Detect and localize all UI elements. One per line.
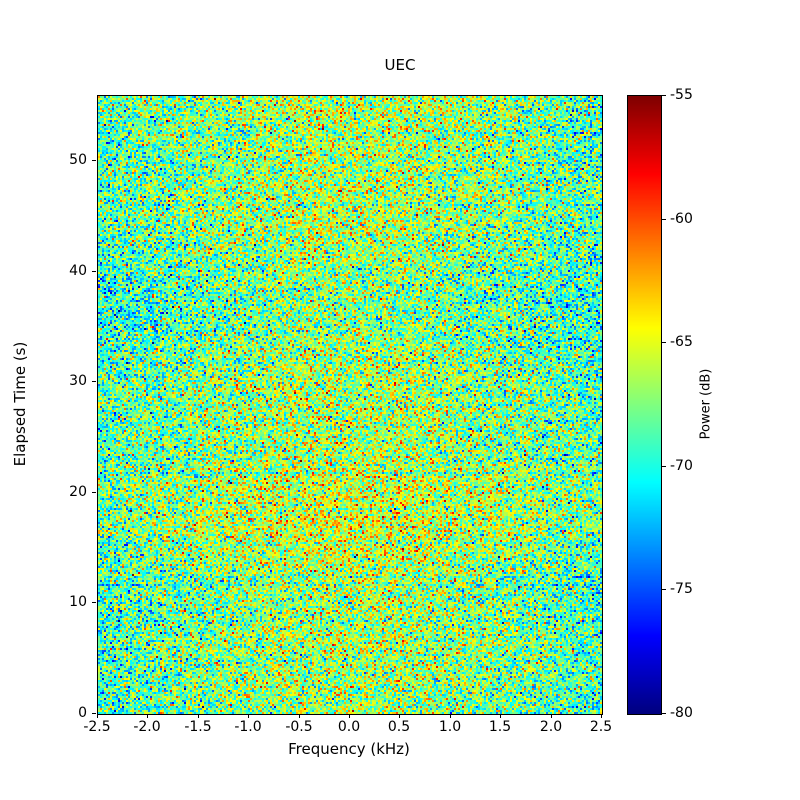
y-tick-label: 20 [69,484,87,500]
y-tick-label: 0 [78,705,87,721]
x-tick-mark [551,714,552,718]
y-tick-mark [92,492,96,493]
y-tick-label: 10 [69,594,87,610]
x-tick-label: -2.5 [83,719,111,735]
colorbar-tick-mark [662,95,666,96]
y-tick-mark [92,160,96,161]
x-tick-label: 1.0 [438,719,462,735]
x-tick-mark [500,714,501,718]
title-line-station: UEC [384,56,416,74]
x-tick-mark [399,714,400,718]
colorbar-tick-label: -80 [670,705,693,721]
x-tick-label: -2.0 [133,719,161,735]
x-tick-mark [450,714,451,718]
colorbar-tick-label: -70 [670,458,693,474]
x-tick-mark [198,714,199,718]
colorbar-tick-mark [662,342,666,343]
x-tick-label: 0.0 [337,719,361,735]
y-tick-mark [92,271,96,272]
x-tick-mark [97,714,98,718]
colorbar-label: Power (dB) [698,368,714,440]
x-tick-mark [349,714,350,718]
x-tick-label: 0.5 [387,719,411,735]
y-tick-mark [92,381,96,382]
x-tick-label: 2.5 [589,719,613,735]
colorbar-gradient [628,96,661,714]
colorbar-tick-label: -55 [670,87,693,103]
spectrogram-plot-area [97,95,603,715]
y-tick-mark [92,602,96,603]
x-axis-label: Frequency (kHz) [288,740,410,758]
y-axis-label: Elapsed Time (s) [11,341,29,467]
colorbar-tick-label: -60 [670,211,693,227]
y-tick-label: 50 [69,152,87,168]
x-tick-label: -1.5 [184,719,212,735]
x-tick-mark [248,714,249,718]
colorbar-tick-mark [662,466,666,467]
colorbar-tick-label: -75 [670,581,693,597]
x-tick-label: 2.0 [539,719,563,735]
colorbar-tick-mark [662,713,666,714]
x-tick-mark [299,714,300,718]
y-tick-label: 30 [69,373,87,389]
colorbar-tick-mark [662,219,666,220]
colorbar [627,95,662,715]
x-tick-label: 1.5 [488,719,512,735]
x-tick-mark [147,714,148,718]
colorbar-tick-label: -65 [670,334,693,350]
x-tick-label: -0.5 [285,719,313,735]
x-tick-mark [601,714,602,718]
spectrogram-heatmap [98,96,602,714]
y-tick-label: 40 [69,263,87,279]
y-tick-mark [92,713,96,714]
x-tick-label: -1.0 [234,719,262,735]
colorbar-tick-mark [662,589,666,590]
